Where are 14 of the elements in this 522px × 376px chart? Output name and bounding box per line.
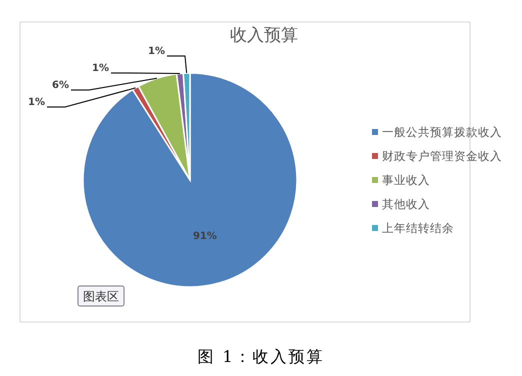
legend-label: 事业收入 (382, 173, 430, 188)
legend-label: 其他收入 (382, 197, 430, 212)
data-label: 1% (92, 63, 109, 74)
legend-label: 上年结转结余 (382, 221, 454, 236)
data-label: 91% (192, 231, 217, 242)
data-label: 6% (52, 80, 69, 91)
legend-label: 财政专户管理资金收入 (382, 149, 502, 164)
caption: 图 1：收入预算 (197, 347, 325, 366)
data-label: 1% (28, 97, 45, 108)
data-label: 1% (148, 46, 165, 57)
pie-slice (82, 72, 298, 288)
legend-label: 一般公共预算拨款收入 (382, 125, 502, 140)
chart-area-tooltip: 图表区 (78, 286, 124, 306)
chart-title: 收入预算 (230, 26, 298, 46)
